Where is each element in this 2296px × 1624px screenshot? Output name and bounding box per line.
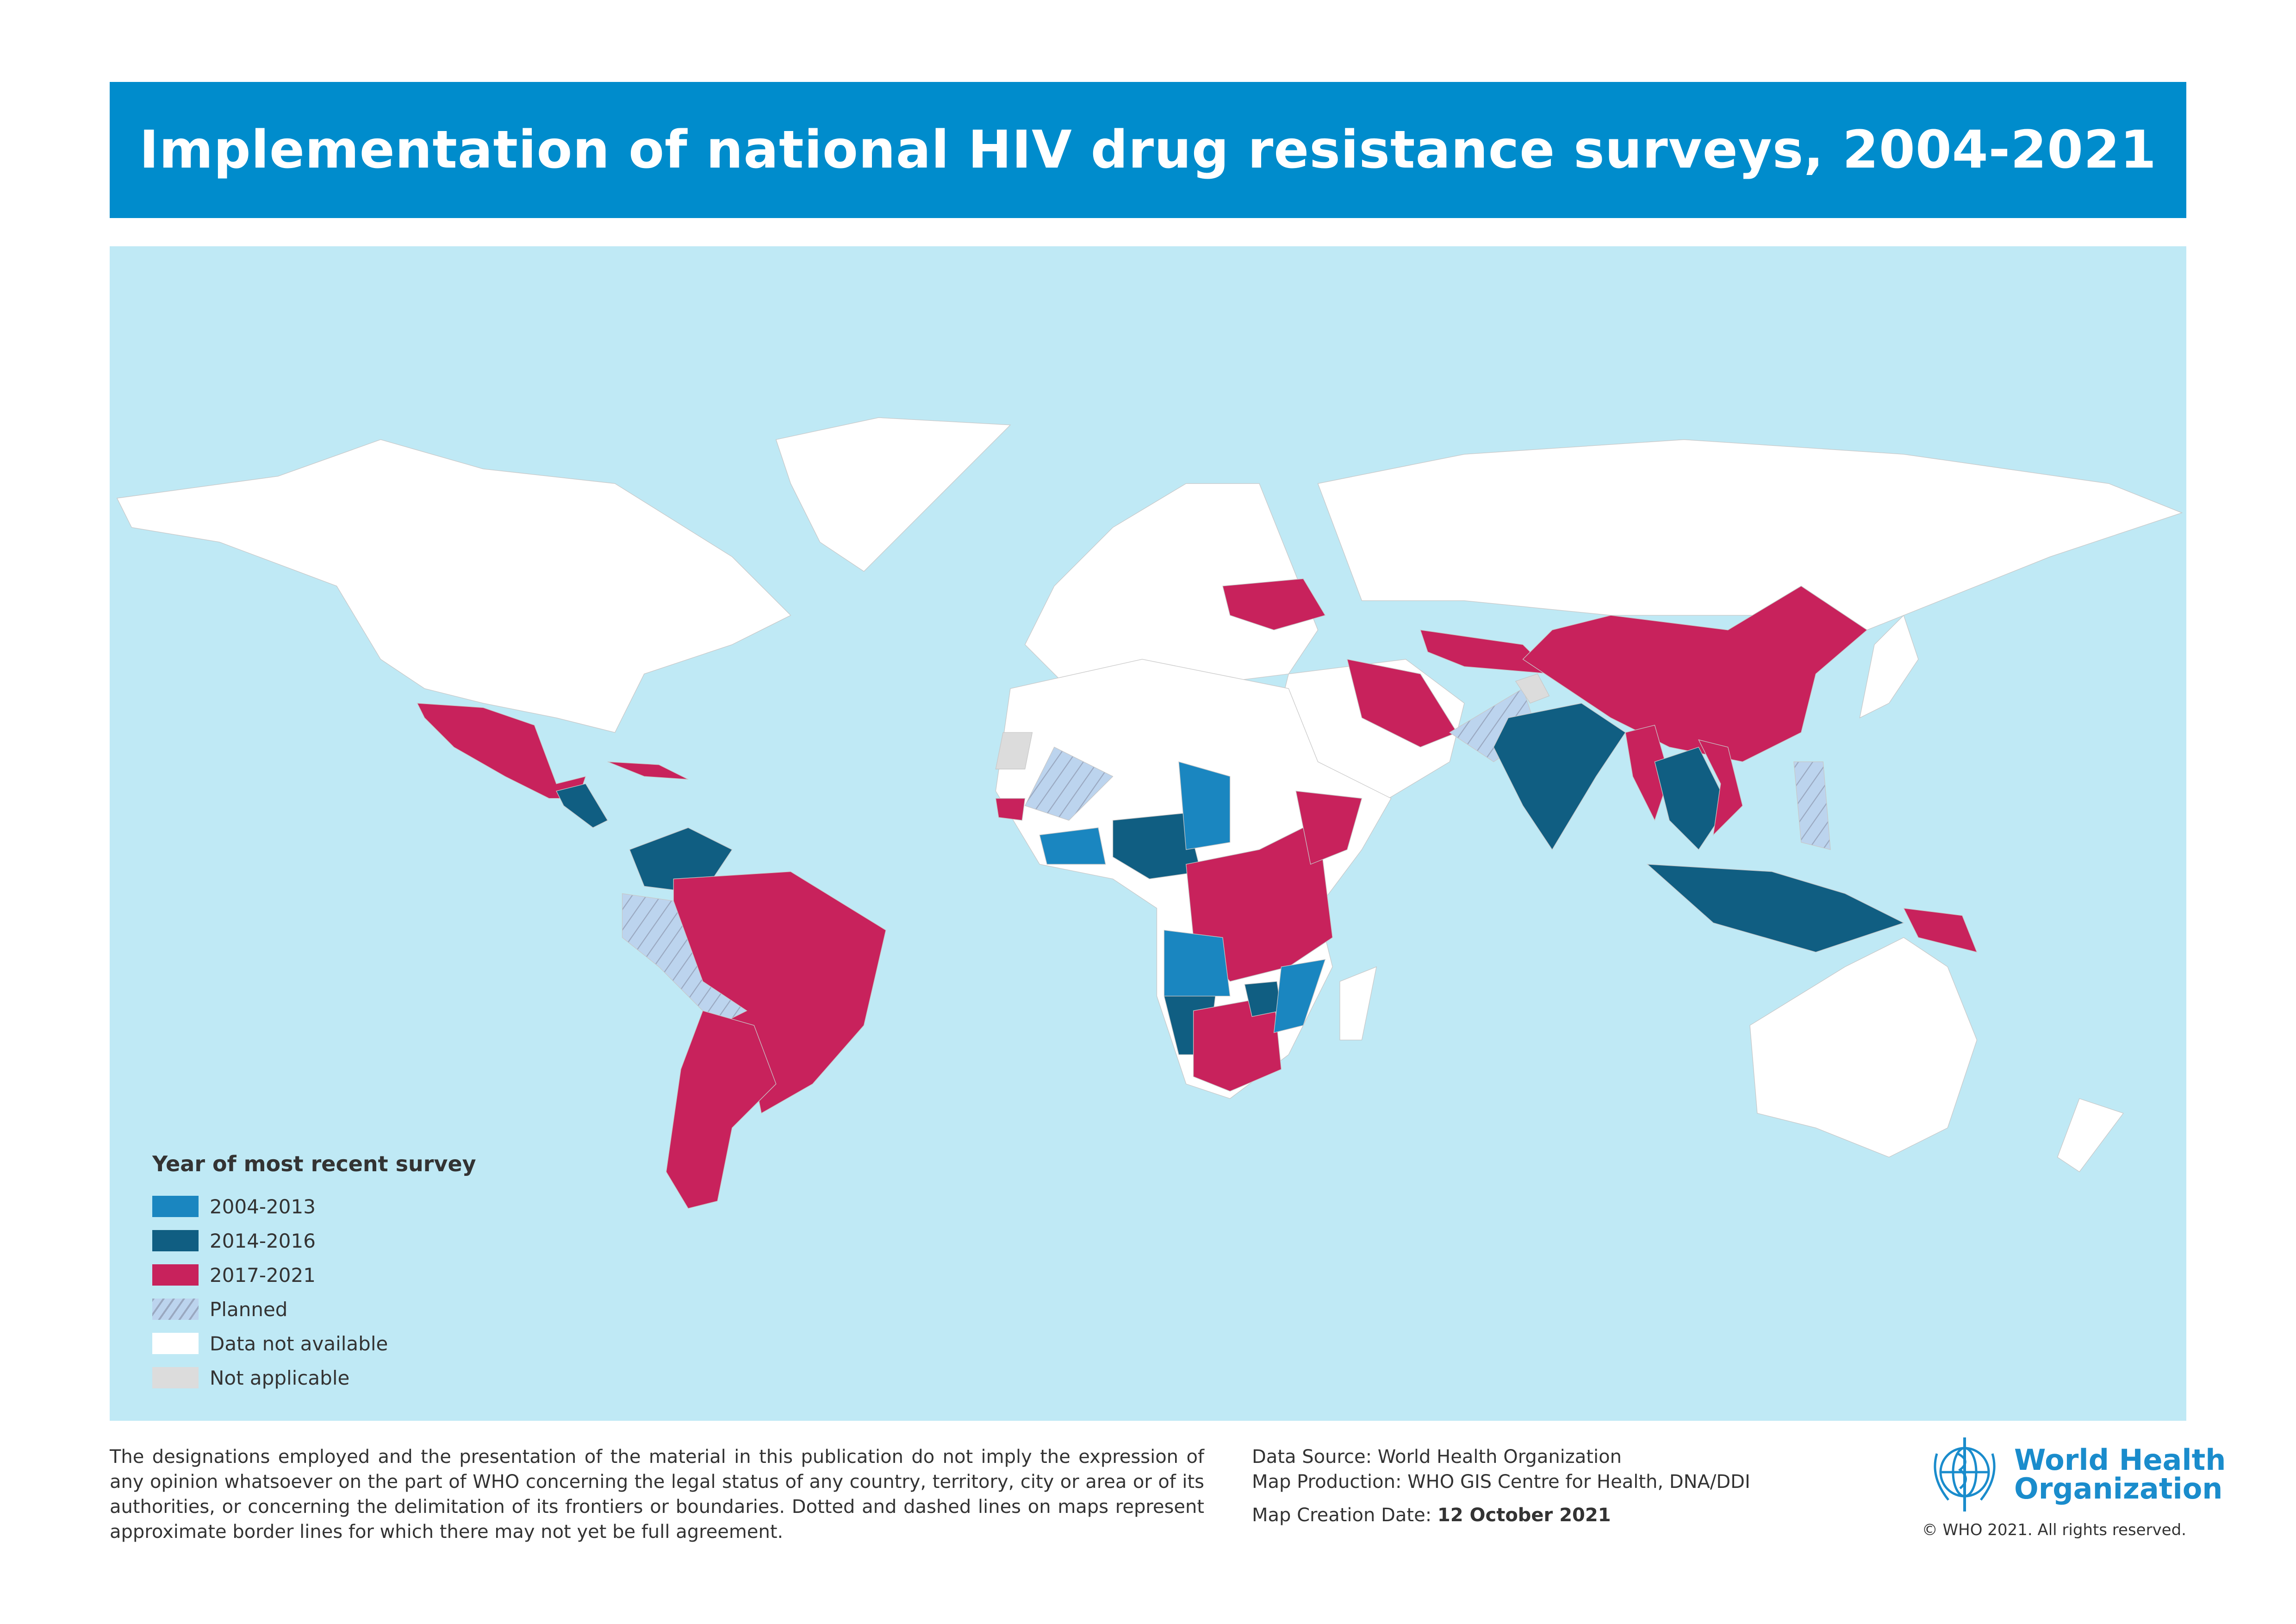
- country-cuba: [607, 761, 689, 780]
- region-central-asia: [1420, 630, 1553, 675]
- map-production: Map Production: WHO GIS Centre for Healt…: [1252, 1471, 1750, 1493]
- legend-swatch: [152, 1264, 199, 1286]
- page-title: Implementation of national HIV drug resi…: [139, 120, 2157, 180]
- disclaimer: The designations employed and the presen…: [110, 1446, 1204, 1543]
- country-australia: [1749, 937, 1978, 1158]
- region-kashmir-not-applicable: [1515, 673, 1550, 704]
- legend-item: Data not available: [152, 1326, 476, 1361]
- legend-label: 2004-2013: [210, 1195, 316, 1218]
- legend-label: Not applicable: [210, 1366, 350, 1389]
- legend-item: 2004-2013: [152, 1189, 476, 1224]
- legend-label: 2017-2021: [210, 1263, 316, 1287]
- country-papua-new-guinea: [1903, 908, 1978, 953]
- legend-label: Planned: [210, 1298, 288, 1321]
- country-ukraine: [1222, 578, 1326, 631]
- legend-item: Planned: [152, 1292, 476, 1326]
- region-russia: [1317, 439, 2183, 645]
- region-peru-bolivia-planned: [622, 893, 747, 1026]
- legend-swatch: [152, 1367, 199, 1388]
- data-source: Data Source: World Health Organization: [1252, 1446, 1622, 1468]
- region-western-sahara-not-applicable: [995, 732, 1033, 769]
- region-west-coast-africa: [1039, 827, 1106, 865]
- region-west-africa-planned: [1024, 747, 1114, 821]
- country-angola: [1164, 930, 1231, 997]
- world-map: Year of most recent survey 2004-2013 201…: [110, 246, 2186, 1421]
- region-greenland: [775, 417, 1011, 572]
- map-creation-date: Map Creation Date: 12 October 2021: [1252, 1503, 1750, 1528]
- country-nigeria-region: [1112, 812, 1201, 880]
- logo-line-1: World Health: [2014, 1443, 2226, 1477]
- creation-label: Map Creation Date:: [1252, 1505, 1437, 1526]
- country-new-zealand: [2057, 1098, 2124, 1173]
- region-southeast-asia: [1654, 747, 1729, 850]
- who-logo: World Health Organization: [1921, 1435, 2226, 1514]
- copyright: © WHO 2021. All rights reserved.: [1922, 1521, 2186, 1539]
- legend: Year of most recent survey 2004-2013 201…: [152, 1151, 476, 1395]
- logo-line-2: Organization: [2014, 1472, 2223, 1505]
- country-iran: [1346, 659, 1458, 748]
- region-north-america: [116, 439, 791, 733]
- who-emblem-icon: [1934, 1437, 1996, 1512]
- country-philippines-planned: [1793, 761, 1831, 850]
- country-japan: [1859, 614, 1919, 718]
- country-india: [1493, 703, 1626, 850]
- country-ethiopia: [1295, 791, 1363, 865]
- legend-item: 2017-2021: [152, 1258, 476, 1292]
- region-southern-cone: [666, 1010, 777, 1209]
- legend-item: 2014-2016: [152, 1224, 476, 1258]
- country-myanmar: [1625, 725, 1670, 821]
- country-chad: [1178, 761, 1231, 850]
- legend-swatch: [152, 1196, 199, 1217]
- legend-swatch: [152, 1299, 199, 1320]
- legend-swatch: [152, 1230, 199, 1251]
- map-canvas: [116, 417, 2183, 1209]
- legend-label: 2014-2016: [210, 1229, 316, 1252]
- legend-label: Data not available: [210, 1332, 388, 1355]
- country-senegal: [995, 798, 1026, 821]
- country-mozambique: [1273, 959, 1326, 1033]
- creation-date: 12 October 2021: [1437, 1505, 1611, 1526]
- country-indonesia: [1646, 864, 1904, 953]
- legend-item: Not applicable: [152, 1361, 476, 1395]
- credits: Data Source: World Health Organization M…: [1252, 1444, 1750, 1528]
- legend-title: Year of most recent survey: [152, 1151, 476, 1176]
- country-madagascar: [1339, 966, 1377, 1041]
- title-bar: Implementation of national HIV drug resi…: [110, 82, 2186, 218]
- country-vietnam: [1698, 739, 1743, 836]
- country-china: [1522, 586, 1868, 762]
- region-central-america: [556, 783, 608, 828]
- legend-swatch: [152, 1333, 199, 1354]
